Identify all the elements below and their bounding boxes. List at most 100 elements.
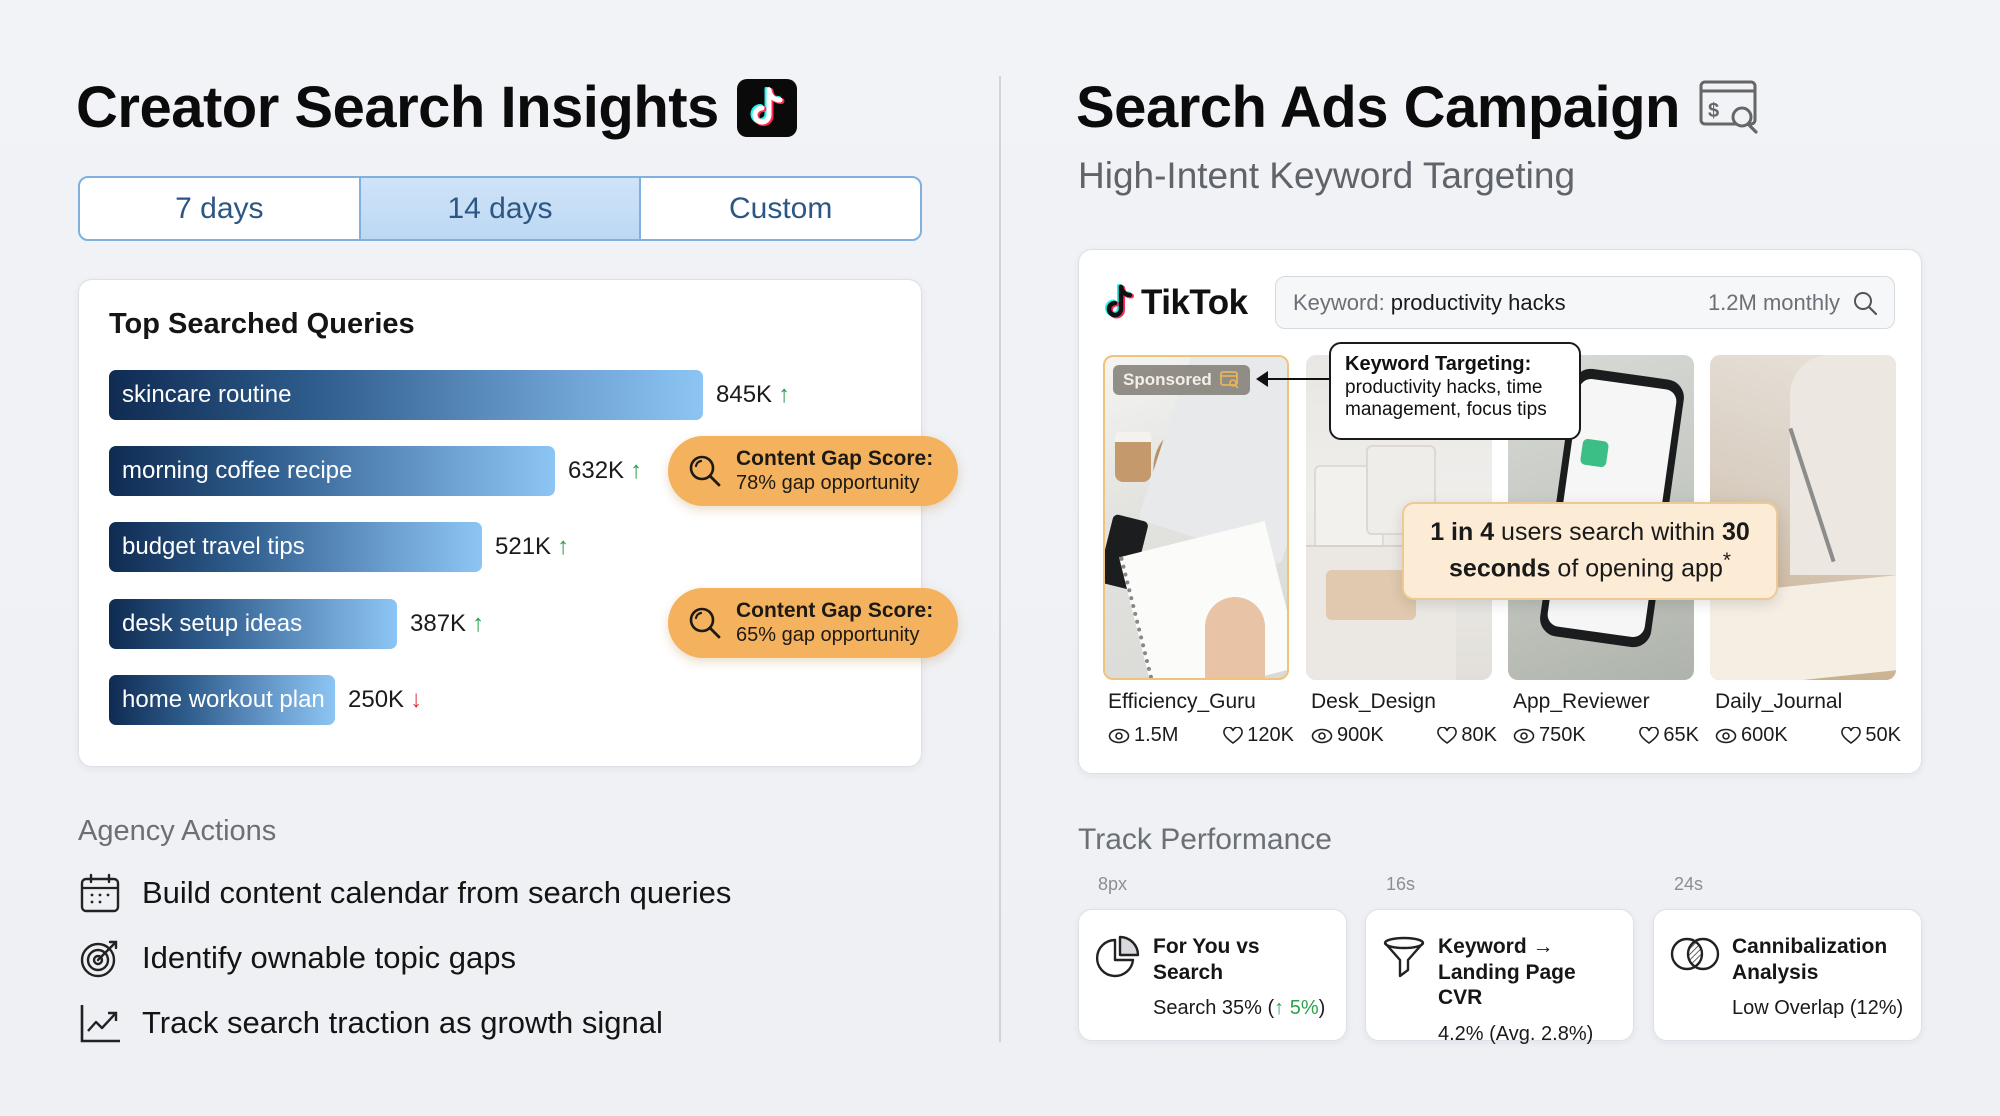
- time-label: 16s: [1386, 874, 1416, 894]
- video-thumbnail[interactable]: [1710, 355, 1896, 680]
- trend-up-icon: ↑: [472, 610, 485, 637]
- view-count: 750K: [1539, 724, 1586, 746]
- view-count: 600K: [1741, 724, 1788, 746]
- heart-icon: [1437, 726, 1458, 744]
- trend-up-icon: ↑: [630, 457, 643, 484]
- creator-stats: 1.5M 120K: [1108, 724, 1294, 747]
- left-page-title: Creator Search Insights: [76, 74, 797, 141]
- query-count: 250K: [348, 686, 405, 713]
- calendar-icon: [80, 873, 120, 913]
- content-gap-badge[interactable]: Content Gap Score: 78% gap opportunity: [668, 436, 958, 506]
- target-icon: [80, 940, 118, 978]
- query-value: 845K ↑: [716, 381, 790, 409]
- trend-chart-icon: [80, 1005, 120, 1043]
- query-row[interactable]: desk setup ideas 387K ↑: [109, 599, 484, 649]
- creator-stats: 600K 50K: [1715, 724, 1901, 747]
- agency-actions-heading: Agency Actions: [78, 815, 277, 847]
- query-count: 632K: [568, 457, 625, 484]
- trend-up-icon: ↑: [557, 533, 570, 560]
- metric-value: 4.2% (Avg. 2.8%): [1438, 1023, 1619, 1046]
- agency-action-item[interactable]: Identify ownable topic gaps: [78, 933, 516, 983]
- metric-card-keyword-cvr[interactable]: Keyword → Landing Page CVR 4.2% (Avg. 2.…: [1365, 909, 1634, 1045]
- search-stat-callout: 1 in 4 users search within 30 seconds of…: [1402, 502, 1778, 600]
- query-value: 521K ↑: [495, 533, 569, 561]
- sweater-shape: [1790, 355, 1896, 575]
- agency-action-label: Track search traction as growth signal: [142, 1005, 663, 1040]
- gap-badge-detail: 78% gap opportunity: [736, 471, 920, 494]
- range-tab-7-days[interactable]: 7 days: [175, 191, 264, 225]
- right-subtitle: High-Intent Keyword Targeting: [1078, 155, 1576, 196]
- range-tab-14-days[interactable]: 14 days: [358, 178, 640, 239]
- query-label: desk setup ideas: [122, 610, 303, 637]
- like-count: 50K: [1865, 724, 1901, 746]
- keyword-value: productivity hacks: [1390, 289, 1566, 315]
- tiktok-note-icon: [1105, 284, 1134, 319]
- funnel-icon: [1383, 936, 1425, 978]
- query-value: 632K ↑: [568, 457, 642, 485]
- metric-value-suffix: ): [1318, 997, 1326, 1020]
- view-count: 1.5M: [1134, 724, 1179, 746]
- creator-name[interactable]: Desk_Design: [1311, 690, 1436, 713]
- keyword-search-bar[interactable]: Keyword: productivity hacks 1.2M monthly: [1275, 276, 1895, 329]
- query-bar: morning coffee recipe: [109, 446, 555, 496]
- view-count: 900K: [1337, 724, 1384, 746]
- creator-stats: 900K 80K: [1311, 724, 1497, 747]
- video-thumbnail-sponsored[interactable]: [1103, 355, 1289, 680]
- range-tab-custom[interactable]: Custom: [639, 178, 920, 239]
- query-label: home workout plan: [122, 686, 325, 713]
- gap-badge-title: Content Gap Score:: [736, 447, 934, 471]
- metric-value: Search 35% (↑ 5%): [1153, 997, 1332, 1020]
- agency-action-item[interactable]: Build content calendar from search queri…: [78, 868, 731, 918]
- query-count: 521K: [495, 533, 552, 560]
- search-icon[interactable]: [1852, 290, 1878, 316]
- agency-action-item[interactable]: Track search traction as growth signal: [78, 998, 663, 1048]
- stat-bold-ratio: 1 in 4: [1430, 518, 1495, 547]
- left-title-text: Creator Search Insights: [76, 75, 719, 140]
- metric-card-cannibalization[interactable]: Cannibalization Analysis Low Overlap (12…: [1653, 909, 1922, 1041]
- metric-title: Keyword → Landing Page CVR: [1438, 935, 1576, 1010]
- query-bar: skincare routine: [109, 370, 703, 420]
- tiktok-app-icon: [736, 78, 797, 137]
- tiktok-logo: TikTok: [1103, 283, 1248, 323]
- heart-icon: [1639, 726, 1660, 744]
- ad-search-icon: $: [1699, 80, 1758, 134]
- callout-connector-line: [1260, 378, 1330, 380]
- query-label: skincare routine: [122, 381, 292, 408]
- metric-title: Cannibalization Analysis: [1732, 935, 1888, 984]
- time-label: 24s: [1674, 874, 1704, 894]
- creator-name[interactable]: App_Reviewer: [1513, 690, 1650, 713]
- content-gap-badge[interactable]: Content Gap Score: 65% gap opportunity: [668, 588, 958, 658]
- gap-badge-detail: 65% gap opportunity: [736, 623, 920, 646]
- keyword-targeting-callout: Keyword Targeting: productivity hacks, t…: [1329, 342, 1581, 440]
- search-icon: [689, 607, 721, 639]
- heart-icon: [1841, 726, 1862, 744]
- stat-text: of opening app: [1550, 554, 1723, 583]
- creator-name[interactable]: Efficiency_Guru: [1108, 690, 1256, 713]
- query-bar: budget travel tips: [109, 522, 482, 572]
- creator-stats: 750K 65K: [1513, 724, 1699, 747]
- query-bar: desk setup ideas: [109, 599, 397, 649]
- query-row[interactable]: skincare routine 845K ↑: [109, 370, 790, 420]
- query-row[interactable]: budget travel tips 521K ↑: [109, 522, 569, 572]
- eye-icon: [1311, 728, 1333, 743]
- metric-card-for-you-vs-search[interactable]: For You vs Search Search 35% (↑ 5%): [1078, 909, 1347, 1041]
- coffee-cup-shape: [1115, 432, 1151, 482]
- keyword-label: Keyword:: [1293, 289, 1385, 315]
- query-count: 845K: [716, 381, 773, 408]
- eye-icon: [1513, 728, 1535, 743]
- metric-value-text: Search 35% (: [1153, 997, 1275, 1020]
- sponsored-badge: Sponsored: [1113, 365, 1250, 395]
- stat-footnote: *: [1722, 549, 1731, 573]
- stat-bold-number: 30: [1721, 518, 1750, 547]
- metric-value-text: 4.2% (Avg. 2.8%): [1438, 1022, 1594, 1045]
- query-row[interactable]: home workout plan 250K ↓: [109, 675, 422, 725]
- drawer-content-shape: [1326, 570, 1416, 620]
- right-title-text: Search Ads Campaign: [1076, 75, 1680, 140]
- query-value: 250K ↓: [348, 686, 422, 714]
- creator-name[interactable]: Daily_Journal: [1715, 690, 1843, 713]
- gap-badge-title: Content Gap Score:: [736, 599, 934, 623]
- query-row[interactable]: morning coffee recipe 632K ↑: [109, 446, 642, 496]
- overlap-circles-icon: [1670, 937, 1720, 971]
- metric-title: For You vs Search: [1153, 935, 1260, 984]
- ad-search-icon: [1219, 371, 1239, 389]
